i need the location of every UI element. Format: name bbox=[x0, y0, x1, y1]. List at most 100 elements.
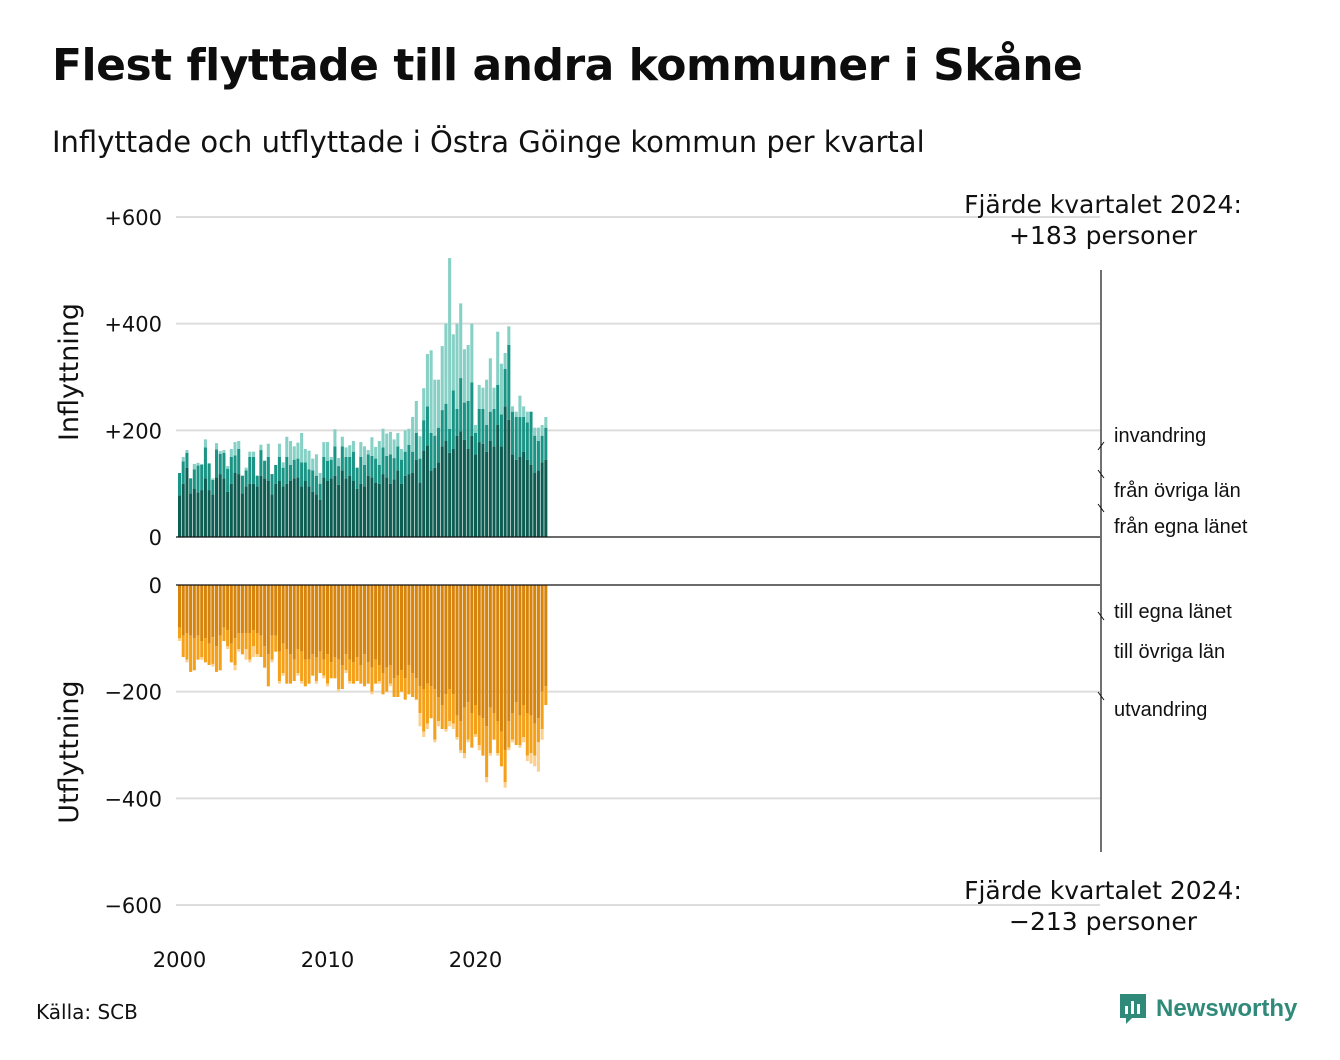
bar-in_own bbox=[226, 491, 230, 537]
bar-in_other bbox=[211, 479, 215, 495]
bar-out_own bbox=[292, 585, 296, 660]
bar-out_own bbox=[525, 585, 529, 713]
bar-out_emi bbox=[337, 689, 341, 692]
bar-out_own bbox=[359, 585, 363, 665]
bar-out_other bbox=[192, 638, 196, 671]
bar-in_other bbox=[499, 414, 503, 447]
bar-out_other bbox=[444, 694, 448, 729]
bar-out_own bbox=[488, 585, 492, 708]
bar-in_imm bbox=[218, 451, 222, 454]
bar-out_own bbox=[492, 585, 496, 713]
bar-out_emi bbox=[270, 659, 274, 663]
bar-in_other bbox=[329, 459, 333, 479]
bar-out_emi bbox=[252, 646, 256, 657]
bar-in_other bbox=[514, 417, 518, 460]
bar-in_imm bbox=[451, 334, 455, 391]
bar-out_own bbox=[363, 585, 367, 655]
bar-in_own bbox=[344, 478, 348, 537]
bar-out_own bbox=[333, 585, 337, 657]
bar-in_imm bbox=[185, 450, 189, 453]
bar-out_other bbox=[355, 657, 359, 681]
bar-in_imm bbox=[203, 439, 207, 448]
outflow-bars bbox=[178, 585, 548, 788]
bar-out_other bbox=[470, 713, 474, 748]
bar-out_other bbox=[503, 750, 507, 783]
bar-in_own bbox=[185, 467, 189, 537]
bar-in_other bbox=[363, 465, 367, 487]
bar-in_imm bbox=[285, 436, 289, 457]
bar-in_imm bbox=[281, 462, 285, 468]
bar-in_imm bbox=[359, 442, 363, 457]
bar-in_own bbox=[259, 475, 263, 537]
bar-out_other bbox=[329, 662, 333, 679]
bar-in_imm bbox=[229, 449, 233, 457]
bar-in_other bbox=[411, 451, 415, 473]
bar-out_other bbox=[403, 678, 407, 700]
bar-in_imm bbox=[370, 437, 374, 456]
bar-out_other bbox=[255, 633, 259, 655]
bar-in_other bbox=[296, 458, 300, 478]
bar-in_imm bbox=[244, 467, 248, 471]
bar-in_own bbox=[425, 445, 429, 537]
bar-out_other bbox=[277, 651, 281, 681]
bar-out_own bbox=[536, 585, 540, 719]
bar-out_other bbox=[462, 707, 466, 753]
bar-out_other bbox=[388, 665, 392, 684]
bar-in_other bbox=[289, 465, 293, 481]
bar-in_other bbox=[344, 457, 348, 479]
bar-in_other bbox=[459, 378, 463, 432]
bar-in_own bbox=[181, 483, 185, 537]
bar-in_imm bbox=[422, 388, 426, 421]
bar-out_own bbox=[255, 585, 259, 633]
bar-in_imm bbox=[440, 346, 444, 411]
bar-out_other bbox=[422, 689, 426, 732]
bar-in_own bbox=[414, 459, 418, 537]
bar-in_other bbox=[355, 467, 359, 489]
bar-out_emi bbox=[344, 670, 348, 673]
bar-in_imm bbox=[366, 450, 370, 455]
bar-in_own bbox=[255, 486, 259, 537]
bar-in_other bbox=[226, 468, 230, 492]
bar-out_other bbox=[285, 649, 289, 684]
bar-in_own bbox=[496, 425, 500, 537]
bar-in_own bbox=[289, 481, 293, 537]
bar-in_own bbox=[337, 484, 341, 537]
bar-in_own bbox=[522, 451, 526, 537]
bar-in_imm bbox=[303, 449, 307, 463]
bar-out_emi bbox=[511, 739, 515, 743]
bar-out_own bbox=[277, 585, 281, 652]
series-labels: invandring från övriga län från egna län… bbox=[1097, 425, 1248, 721]
bar-in_other bbox=[422, 420, 426, 451]
bar-in_other bbox=[348, 457, 352, 476]
bar-in_other bbox=[366, 454, 370, 476]
bar-in_imm bbox=[533, 427, 537, 436]
bar-in_own bbox=[215, 477, 219, 537]
bar-in_own bbox=[322, 477, 326, 537]
bar-in_other bbox=[314, 475, 318, 495]
bar-out_own bbox=[544, 585, 548, 687]
bar-out_other bbox=[196, 635, 200, 660]
bar-out_other bbox=[200, 641, 204, 657]
bar-out_own bbox=[189, 585, 193, 636]
bar-in_other bbox=[266, 457, 270, 481]
bar-in_imm bbox=[266, 443, 270, 457]
legend-label-till-egna-lanet: till egna länet bbox=[1114, 601, 1232, 623]
bar-out_own bbox=[459, 585, 463, 721]
bar-out_own bbox=[522, 585, 526, 705]
y-tick-label: −600 bbox=[104, 894, 162, 918]
bar-in_other bbox=[503, 369, 507, 407]
bar-in_other bbox=[303, 462, 307, 481]
bar-in_own bbox=[318, 499, 322, 537]
bar-out_other bbox=[525, 713, 529, 756]
bar-out_own bbox=[429, 585, 433, 687]
bar-out_own bbox=[340, 585, 344, 665]
y-tick-label: +600 bbox=[104, 206, 162, 230]
bar-in_other bbox=[418, 458, 422, 483]
annotation-inflow-line1: Fjärde kvartalet 2024: bbox=[964, 190, 1242, 219]
bar-in_imm bbox=[455, 323, 459, 409]
bar-out_emi bbox=[185, 659, 189, 663]
gridlines bbox=[176, 216, 1100, 906]
bar-in_own bbox=[388, 483, 392, 537]
y-tick-label: −400 bbox=[104, 787, 162, 811]
bar-in_own bbox=[377, 483, 381, 537]
